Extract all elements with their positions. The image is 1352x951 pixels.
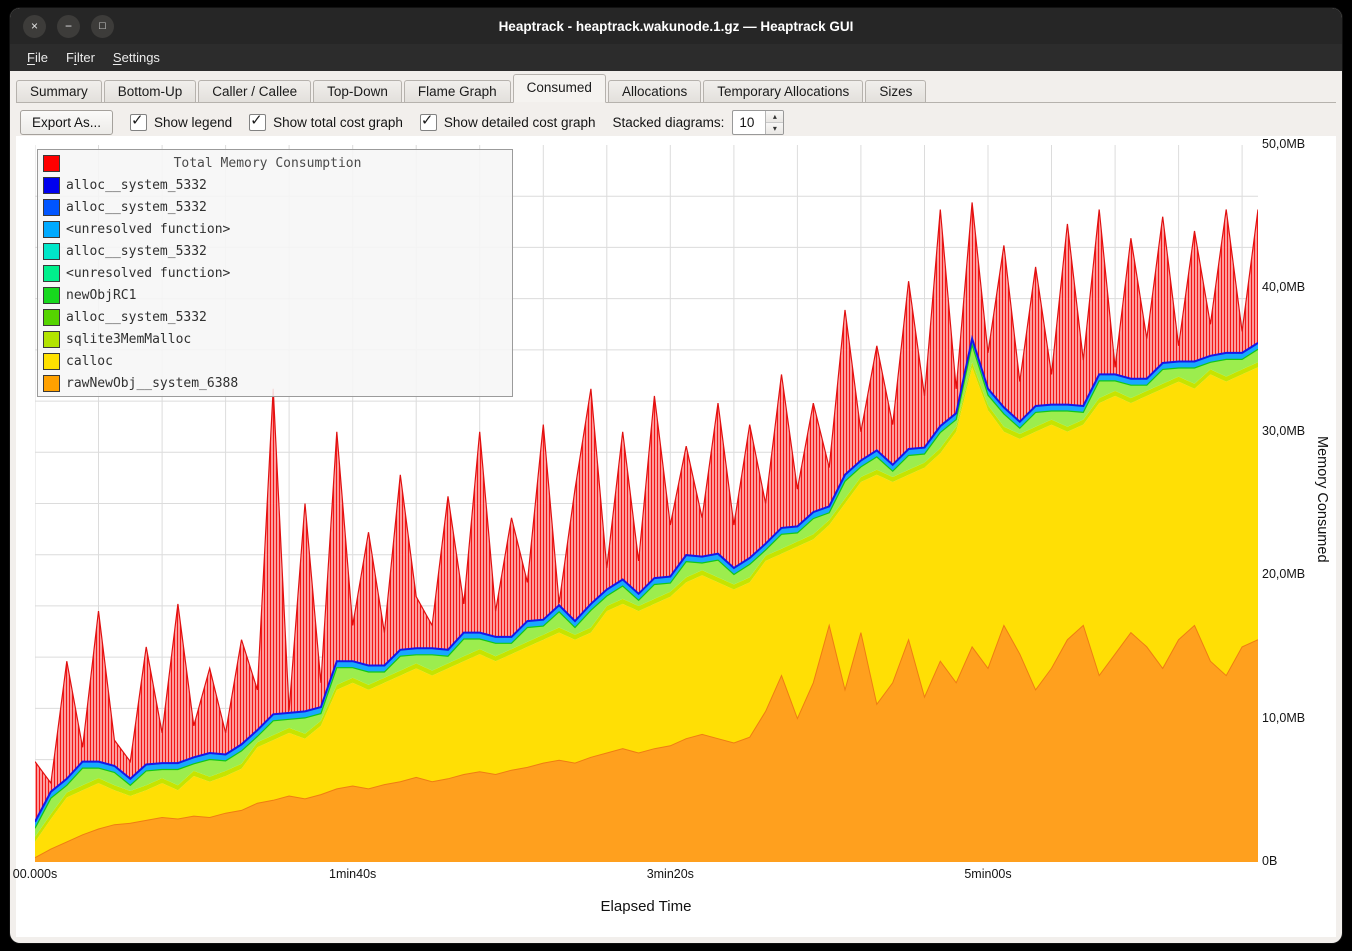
spinbox-up-button[interactable]: ▴ bbox=[766, 110, 784, 123]
x-axis-title: Elapsed Time bbox=[600, 898, 692, 915]
tab-summary[interactable]: Summary bbox=[16, 80, 102, 102]
legend-item-alloc-system-5332: alloc__system_5332 bbox=[41, 174, 509, 196]
menu-item-settings[interactable]: Settings bbox=[112, 50, 160, 65]
check-icon: ✓ bbox=[250, 111, 263, 129]
y-axis-tick-label: 30,0MB bbox=[1262, 423, 1306, 438]
tab-bottom-up[interactable]: Bottom-Up bbox=[103, 80, 197, 102]
y-axis-tick-label: 10,0MB bbox=[1262, 710, 1306, 725]
toolbar: Export As... ✓ Show legend ✓ Show total cos… bbox=[20, 108, 1332, 136]
app-window: × − □ Heaptrack - heaptrack.wakunode.1.g… bbox=[10, 8, 1342, 943]
legend-label: alloc__system_5332 bbox=[66, 309, 207, 325]
check-icon: ✓ bbox=[131, 111, 144, 129]
legend-swatch bbox=[43, 198, 60, 216]
y-axis-tick-label: 0B bbox=[1262, 854, 1278, 868]
y-axis-title: Memory Consumed bbox=[1314, 436, 1330, 563]
x-axis-tick-label: 3min20s bbox=[646, 867, 694, 881]
stacked-diagrams-value[interactable]: 10 bbox=[739, 114, 755, 130]
legend-label: alloc__system_5332 bbox=[66, 177, 207, 193]
legend-label: <unresolved function> bbox=[66, 265, 231, 281]
checkbox-label: Show legend bbox=[154, 114, 233, 130]
legend-swatch bbox=[43, 220, 60, 238]
legend-swatch bbox=[43, 374, 60, 392]
y-axis-tick-label: 40,0MB bbox=[1262, 280, 1306, 295]
legend-label: rawNewObj__system_6388 bbox=[66, 375, 239, 391]
y-axis-tick-label: 20,0MB bbox=[1262, 567, 1306, 582]
tab-caller-callee[interactable]: Caller / Callee bbox=[198, 80, 312, 102]
tab-allocations[interactable]: Allocations bbox=[607, 80, 702, 102]
legend-label: calloc bbox=[66, 353, 113, 369]
legend-swatch bbox=[43, 286, 60, 304]
y-axis-tick-label: 50,0MB bbox=[1262, 137, 1306, 151]
legend-swatch bbox=[43, 308, 60, 326]
legend-label: alloc__system_5332 bbox=[66, 199, 207, 215]
chart-legend: Total Memory Consumption alloc__system_53… bbox=[37, 149, 513, 397]
legend-item-rawnewobj-system-6388: rawNewObj__system_6388 bbox=[41, 372, 509, 394]
tab-sizes[interactable]: Sizes bbox=[865, 80, 927, 102]
menubar: File Filter Settings bbox=[10, 44, 1342, 71]
legend-item-sqlite3memmalloc: sqlite3MemMalloc bbox=[41, 328, 509, 350]
minimize-icon: − bbox=[64, 19, 72, 33]
memory-consumption-chart[interactable] bbox=[35, 145, 1258, 862]
legend-swatch bbox=[43, 264, 60, 282]
checkbox-box: ✓ bbox=[419, 111, 437, 131]
legend-title: Total Memory Consumption bbox=[173, 155, 362, 171]
legend-swatch bbox=[43, 352, 60, 370]
x-axis-tick-label: 5min00s bbox=[964, 867, 1012, 881]
legend-item-calloc: calloc bbox=[41, 350, 509, 372]
spinbox-down-button[interactable]: ▾ bbox=[766, 122, 784, 134]
tab-bar: Summary Bottom-Up Caller / Callee Top-Down F… bbox=[16, 74, 1336, 103]
legend-item-alloc-system-5332: alloc__system_5332 bbox=[41, 196, 509, 218]
check-icon: ✓ bbox=[420, 111, 434, 129]
memory-consumption-chart-panel: Total Memory Consumption alloc__system_53… bbox=[12, 136, 1336, 937]
legend-item-unresolved-function: <unresolved function> bbox=[41, 262, 509, 284]
stacked-diagrams-label: Stacked diagrams: bbox=[612, 114, 725, 130]
checkbox-label: Show detailed cost graph bbox=[443, 114, 596, 130]
checkbox-show-legend[interactable]: ✓ Show legend bbox=[130, 111, 233, 131]
close-button[interactable]: × bbox=[23, 14, 46, 38]
tab-consumed[interactable]: Consumed bbox=[512, 74, 606, 103]
tab-flame-graph[interactable]: Flame Graph bbox=[403, 80, 511, 102]
tab-temporary-allocations[interactable]: Temporary Allocations bbox=[703, 80, 864, 102]
checkbox-box: ✓ bbox=[249, 111, 267, 131]
checkbox-box: ✓ bbox=[130, 111, 148, 131]
legend-label: newObjRC1 bbox=[66, 287, 137, 303]
stacked-diagrams-spinbox[interactable]: 10 ▴ ▾ bbox=[732, 109, 785, 135]
menu-item-file[interactable]: File bbox=[27, 50, 48, 65]
close-icon: × bbox=[30, 19, 38, 33]
x-axis-tick-label: 00.000s bbox=[12, 867, 58, 881]
stacked-diagrams-control: Stacked diagrams: 10 ▴ ▾ bbox=[612, 109, 785, 135]
x-axis-tick-label: 1min40s bbox=[329, 867, 377, 881]
window-title: Heaptrack - heaptrack.wakunode.1.gz — He… bbox=[498, 18, 854, 34]
checkbox-label: Show total cost graph bbox=[273, 114, 403, 130]
legend-item-alloc-system-5332: alloc__system_5332 bbox=[41, 306, 509, 328]
legend-title-row: Total Memory Consumption bbox=[41, 152, 509, 174]
legend-label: alloc__system_5332 bbox=[66, 243, 207, 259]
legend-swatch-total bbox=[43, 154, 60, 172]
legend-swatch bbox=[43, 330, 60, 348]
maximize-button[interactable]: □ bbox=[91, 14, 114, 38]
legend-item-alloc-system-5332: alloc__system_5332 bbox=[41, 240, 509, 262]
legend-label: <unresolved function> bbox=[66, 221, 231, 237]
checkbox-show-total-cost-graph[interactable]: ✓ Show total cost graph bbox=[249, 111, 403, 131]
menu-item-filter[interactable]: Filter bbox=[65, 50, 95, 65]
legend-swatch bbox=[43, 176, 60, 194]
legend-label: sqlite3MemMalloc bbox=[66, 331, 192, 347]
maximize-icon: □ bbox=[99, 19, 106, 32]
minimize-button[interactable]: − bbox=[57, 14, 80, 38]
checkbox-show-detailed-cost-graph[interactable]: ✓ Show detailed cost graph bbox=[419, 111, 596, 131]
legend-item-unresolved-function: <unresolved function> bbox=[41, 218, 509, 240]
legend-item-newobjrc1: newObjRC1 bbox=[41, 284, 509, 306]
tab-top-down[interactable]: Top-Down bbox=[313, 80, 402, 102]
export-as-button[interactable]: Export As... bbox=[20, 109, 114, 135]
legend-swatch bbox=[43, 242, 60, 260]
titlebar: × − □ Heaptrack - heaptrack.wakunode.1.g… bbox=[10, 8, 1342, 44]
